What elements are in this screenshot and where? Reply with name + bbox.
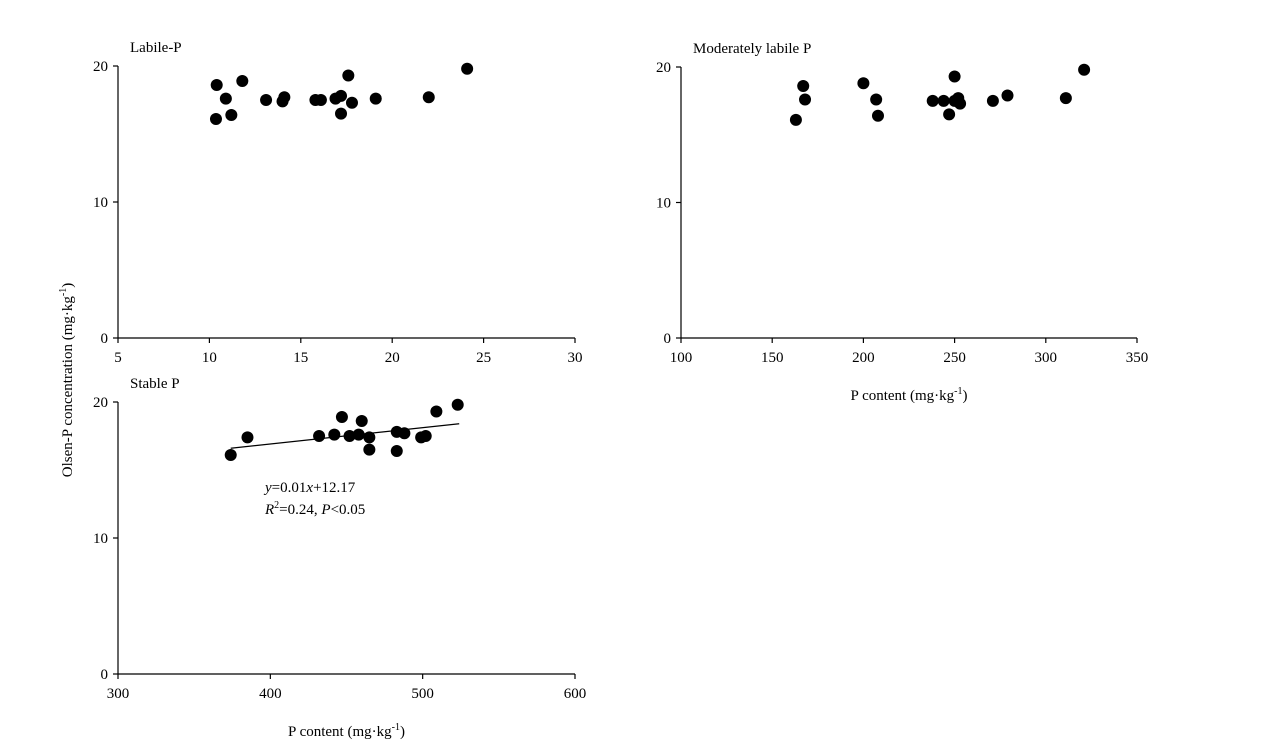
point [870, 93, 883, 106]
point [789, 113, 802, 126]
point [335, 410, 348, 423]
point [210, 79, 223, 92]
x-tick-label: 30 [568, 350, 583, 366]
x-axis-label: P content (mg·kg-1) [288, 722, 405, 740]
point [363, 431, 376, 444]
x-tick-label: 250 [943, 350, 966, 366]
point [342, 69, 355, 82]
point [1001, 89, 1014, 102]
point [209, 113, 222, 126]
y-tick-label: 0 [101, 667, 109, 683]
point [278, 91, 291, 104]
y-axis-label: Olsen-P concentration (mg·kg-1) [58, 283, 76, 477]
y-tick-label: 0 [101, 331, 109, 347]
point [314, 94, 327, 106]
point [937, 94, 950, 107]
y-tick-label: 20 [656, 60, 671, 76]
x-tick-label: 20 [385, 350, 400, 366]
y-tick-label: 0 [664, 331, 672, 347]
x-tick-label: 150 [761, 350, 784, 366]
x-tick-label: 5 [114, 350, 122, 366]
point [430, 405, 443, 418]
stats-part: =0.24, [279, 502, 321, 518]
point [461, 62, 474, 75]
point [355, 415, 368, 428]
y-tick-label: 20 [93, 395, 108, 411]
point [363, 443, 376, 456]
point [225, 108, 238, 121]
point [328, 428, 341, 441]
point [335, 107, 348, 120]
point [369, 92, 382, 105]
x-tick-label: 400 [259, 686, 282, 702]
point [260, 94, 273, 106]
label-part: -1 [58, 288, 69, 296]
panel-title: Stable P [130, 376, 180, 392]
label-part: -1 [392, 722, 400, 733]
label-part: Olsen-P concentration (mg·kg [60, 296, 76, 478]
label-part: ) [60, 283, 76, 288]
point [451, 398, 464, 411]
point [799, 93, 812, 106]
y-tick-label: 10 [93, 195, 108, 211]
point [224, 449, 237, 462]
panel-title: Moderately labile P [693, 41, 811, 57]
point [313, 430, 326, 442]
x-tick-label: 300 [1035, 350, 1058, 366]
panel-title: Labile-P [130, 40, 182, 56]
x-tick-label: 500 [411, 686, 434, 702]
stats-part: P [320, 502, 330, 518]
x-tick-label: 100 [670, 350, 693, 366]
label-part: P content (mg·kg [288, 724, 392, 740]
trend-line [230, 423, 460, 449]
stats-part: R [264, 502, 274, 518]
x-tick-label: 350 [1126, 350, 1149, 366]
point [1059, 92, 1072, 105]
point [335, 89, 348, 102]
stats-part: <0.05 [331, 502, 366, 518]
label-part: ) [400, 724, 405, 740]
point [857, 77, 870, 90]
point [926, 94, 939, 107]
x-axis-label: P content (mg·kg-1) [851, 386, 968, 404]
point [236, 74, 249, 87]
point [419, 430, 432, 442]
x-tick-label: 300 [107, 686, 130, 702]
equation: y=0.01x+12.17 [263, 480, 356, 496]
label-part: ) [962, 388, 967, 404]
stats: R2=0.24, P<0.05 [264, 500, 365, 518]
x-tick-label: 600 [564, 686, 587, 702]
equation-part: =0.01 [272, 480, 307, 496]
point [345, 96, 358, 109]
point [1078, 63, 1091, 76]
point [241, 431, 254, 444]
point [948, 70, 961, 83]
point [390, 444, 403, 457]
x-tick-label: 10 [202, 350, 217, 366]
point [871, 109, 884, 122]
equation-part: y [263, 480, 272, 496]
label-part: -1 [954, 386, 962, 397]
x-tick-label: 15 [293, 350, 308, 366]
equation-part: +12.17 [313, 480, 356, 496]
y-tick-label: 10 [93, 531, 108, 547]
point [219, 92, 232, 105]
x-tick-label: 25 [476, 350, 491, 366]
stats-part: 2 [274, 500, 279, 511]
point [943, 108, 956, 121]
x-tick-label: 200 [852, 350, 875, 366]
label-part: P content (mg·kg [851, 388, 955, 404]
point [954, 97, 967, 110]
point [422, 91, 435, 104]
y-tick-label: 20 [93, 59, 108, 75]
point [797, 79, 810, 92]
y-tick-label: 10 [656, 196, 671, 212]
equation-part: x [305, 480, 313, 496]
point [986, 94, 999, 107]
